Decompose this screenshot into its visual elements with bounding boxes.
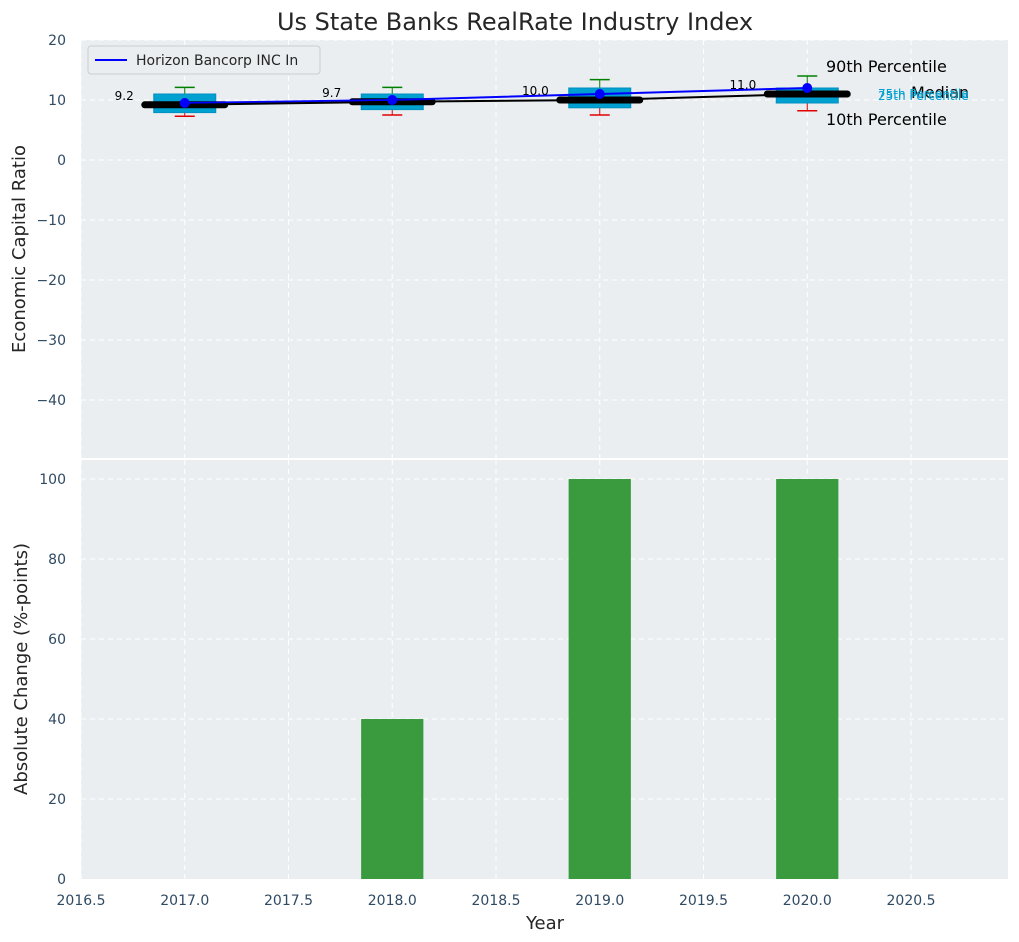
legend: Horizon Bancorp INC In: [87, 45, 321, 75]
top-y-tick-label: −10: [36, 213, 66, 229]
chart-title: Us State Banks RealRate Industry Index: [277, 8, 753, 36]
top-y-tick-label: 0: [57, 153, 66, 169]
horizon-point: [179, 98, 190, 108]
bottom-y-tick-label: 40: [48, 712, 66, 728]
annotation-q3: 75th Percentile: [878, 87, 969, 101]
median-value-label: 9.7: [322, 86, 341, 100]
x-tick-label: 2016.5: [57, 893, 106, 909]
horizon-point: [387, 95, 398, 105]
legend-entry-horizon: Horizon Bancorp INC In: [136, 53, 298, 69]
change-bar: [361, 719, 424, 879]
bottom-plot-area: [81, 460, 1008, 879]
bottom-y-ticks: 0 20 40 60 80 100: [39, 472, 66, 888]
median-value-label: 9.2: [115, 89, 134, 103]
x-tick-label: 2018.0: [368, 893, 417, 909]
change-bars: [361, 479, 839, 879]
median-value-labels: 9.2 9.7 10.0 11.0: [115, 78, 757, 103]
change-bar: [568, 479, 631, 879]
legend-box: [87, 45, 321, 75]
x-tick-label: 2017.0: [160, 893, 209, 909]
horizon-point: [802, 83, 813, 93]
top-y-tick-label: 10: [48, 93, 66, 109]
x-tick-label: 2019.0: [575, 893, 624, 909]
x-tick-label: 2019.5: [679, 893, 728, 909]
top-y-tick-label: −40: [36, 393, 66, 409]
annotation-p10: 10th Percentile: [826, 110, 947, 129]
bottom-y-tick-label: 80: [48, 552, 66, 568]
x-tick-label: 2017.5: [264, 893, 313, 909]
median-value-label: 11.0: [730, 78, 757, 92]
annotation-median: Median: [911, 83, 969, 102]
percentile-annotations: 90th Percentile Median 10th Percentile 7…: [826, 57, 969, 129]
annotation-p90: 90th Percentile: [826, 57, 947, 76]
horizon-series-line: [184, 87, 808, 104]
series-lines: [179, 83, 813, 108]
bottom-y-tick-label: 0: [57, 872, 66, 888]
bottom-y-tick-label: 20: [48, 792, 66, 808]
x-tick-label: 2020.5: [887, 893, 936, 909]
median-value-label: 10.0: [522, 84, 549, 98]
top-panel: 20 10 0 −10 −20 −30 −40 9.2 9.7 10.0 11.0 Us Stat…: [9, 8, 1008, 458]
median-series-line: [184, 93, 808, 106]
x-tick-label: 2020.0: [783, 893, 832, 909]
top-y-ticks: 20 10 0 −10 −20 −30 −40: [36, 33, 66, 409]
top-gridlines: [80, 39, 1008, 458]
top-y-tick-label: −20: [36, 273, 66, 289]
top-y-tick-label: −30: [36, 333, 66, 349]
annotation-q1: 25th Percentile: [878, 89, 969, 103]
bottom-y-tick-label: 60: [48, 632, 66, 648]
horizon-point: [594, 89, 605, 99]
top-y-axis-label: Economic Capital Ratio: [9, 145, 30, 353]
top-plot-area: [81, 40, 1008, 458]
bottom-y-axis-label: Absolute Change (%-points): [11, 543, 32, 795]
bottom-y-tick-label: 100: [39, 472, 66, 488]
x-tick-label: 2018.5: [472, 893, 521, 909]
x-axis-label: Year: [525, 913, 565, 934]
top-y-tick-label: 20: [48, 33, 66, 49]
x-ticks: 2016.5 2017.0 2017.5 2018.0 2018.5 2019.0 2019…: [57, 893, 936, 909]
change-bar: [776, 479, 839, 879]
